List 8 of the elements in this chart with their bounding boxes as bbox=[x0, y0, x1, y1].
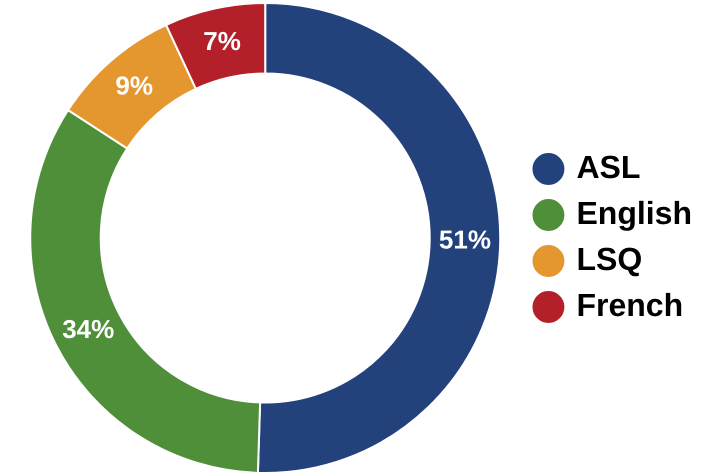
data-label: 34% bbox=[62, 314, 114, 344]
data-label: 51% bbox=[438, 224, 491, 254]
data-label: 7% bbox=[203, 26, 241, 56]
legend-label: French bbox=[576, 286, 684, 323]
data-label: 9% bbox=[115, 70, 153, 100]
legend-label: LSQ bbox=[576, 240, 642, 277]
legend-label: English bbox=[576, 194, 692, 231]
legend-label: ASL bbox=[576, 148, 640, 185]
